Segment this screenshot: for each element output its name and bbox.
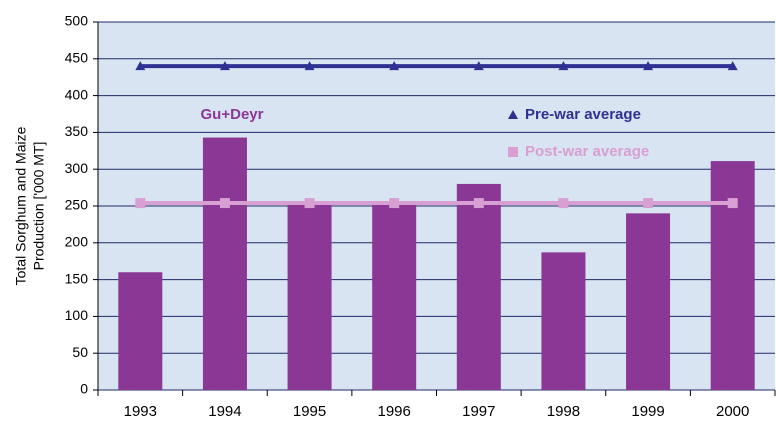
x-tick-label: 1999 <box>631 403 664 420</box>
x-tick-label: 1996 <box>378 403 411 420</box>
marker <box>558 198 569 209</box>
bar <box>372 202 417 390</box>
marker <box>389 61 400 71</box>
y-axis-label: Total Sorghum and Maize <box>13 126 29 285</box>
bar <box>118 272 163 390</box>
marker <box>508 110 518 119</box>
y-tick-label: 450 <box>65 50 89 66</box>
legend-label: Gu+Deyr <box>201 106 264 123</box>
marker <box>508 147 518 157</box>
marker <box>219 198 230 209</box>
y-tick-label: 300 <box>65 160 89 176</box>
marker <box>135 61 146 71</box>
y-tick-label: 200 <box>65 234 89 250</box>
marker <box>219 61 230 71</box>
legend-label: Pre-war average <box>525 106 641 123</box>
marker <box>304 198 315 209</box>
y-tick-label: 50 <box>72 344 88 360</box>
x-tick-label: 1997 <box>462 403 495 420</box>
marker <box>643 61 654 71</box>
bar <box>287 202 332 390</box>
bar <box>541 252 586 390</box>
x-tick-label: 1998 <box>547 403 580 420</box>
y-tick-label: 100 <box>65 307 89 323</box>
y-tick-label: 400 <box>65 86 89 102</box>
bar <box>202 137 247 390</box>
marker <box>727 61 738 71</box>
x-tick-label: 1993 <box>124 403 157 420</box>
marker <box>473 198 484 209</box>
marker <box>473 61 484 71</box>
y-tick-label: 150 <box>65 270 89 286</box>
bar <box>626 213 671 390</box>
y-tick-label: 250 <box>65 197 89 213</box>
y-tick-label: 500 <box>65 13 89 29</box>
marker <box>727 198 738 209</box>
marker <box>135 198 146 209</box>
legend-label: Post-war average <box>525 143 649 160</box>
bar <box>456 183 501 390</box>
marker <box>389 198 400 209</box>
bar <box>710 161 755 390</box>
marker <box>304 61 315 71</box>
y-tick-label: 350 <box>65 123 89 139</box>
x-tick-label: 2000 <box>716 403 749 420</box>
y-tick-label: 0 <box>80 381 88 397</box>
x-tick-label: 1994 <box>208 403 241 420</box>
y-axis-label: Production ['000 MT] <box>31 142 47 271</box>
marker <box>643 198 654 209</box>
x-tick-label: 1995 <box>293 403 326 420</box>
marker <box>558 61 569 71</box>
